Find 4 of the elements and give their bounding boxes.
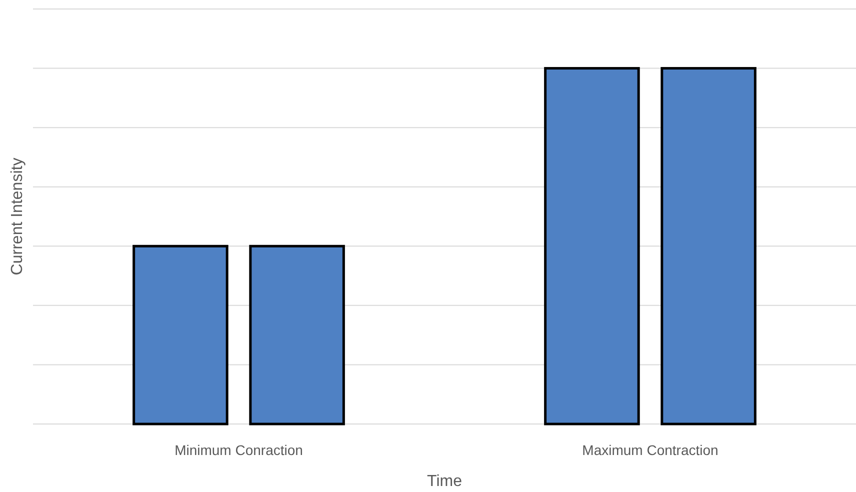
x-tick-label: Minimum Conraction — [174, 442, 303, 458]
x-axis-title: Time — [427, 473, 462, 490]
y-axis-title: Current Intensity — [9, 158, 26, 276]
x-tick-label: Maximum Contraction — [582, 442, 718, 458]
